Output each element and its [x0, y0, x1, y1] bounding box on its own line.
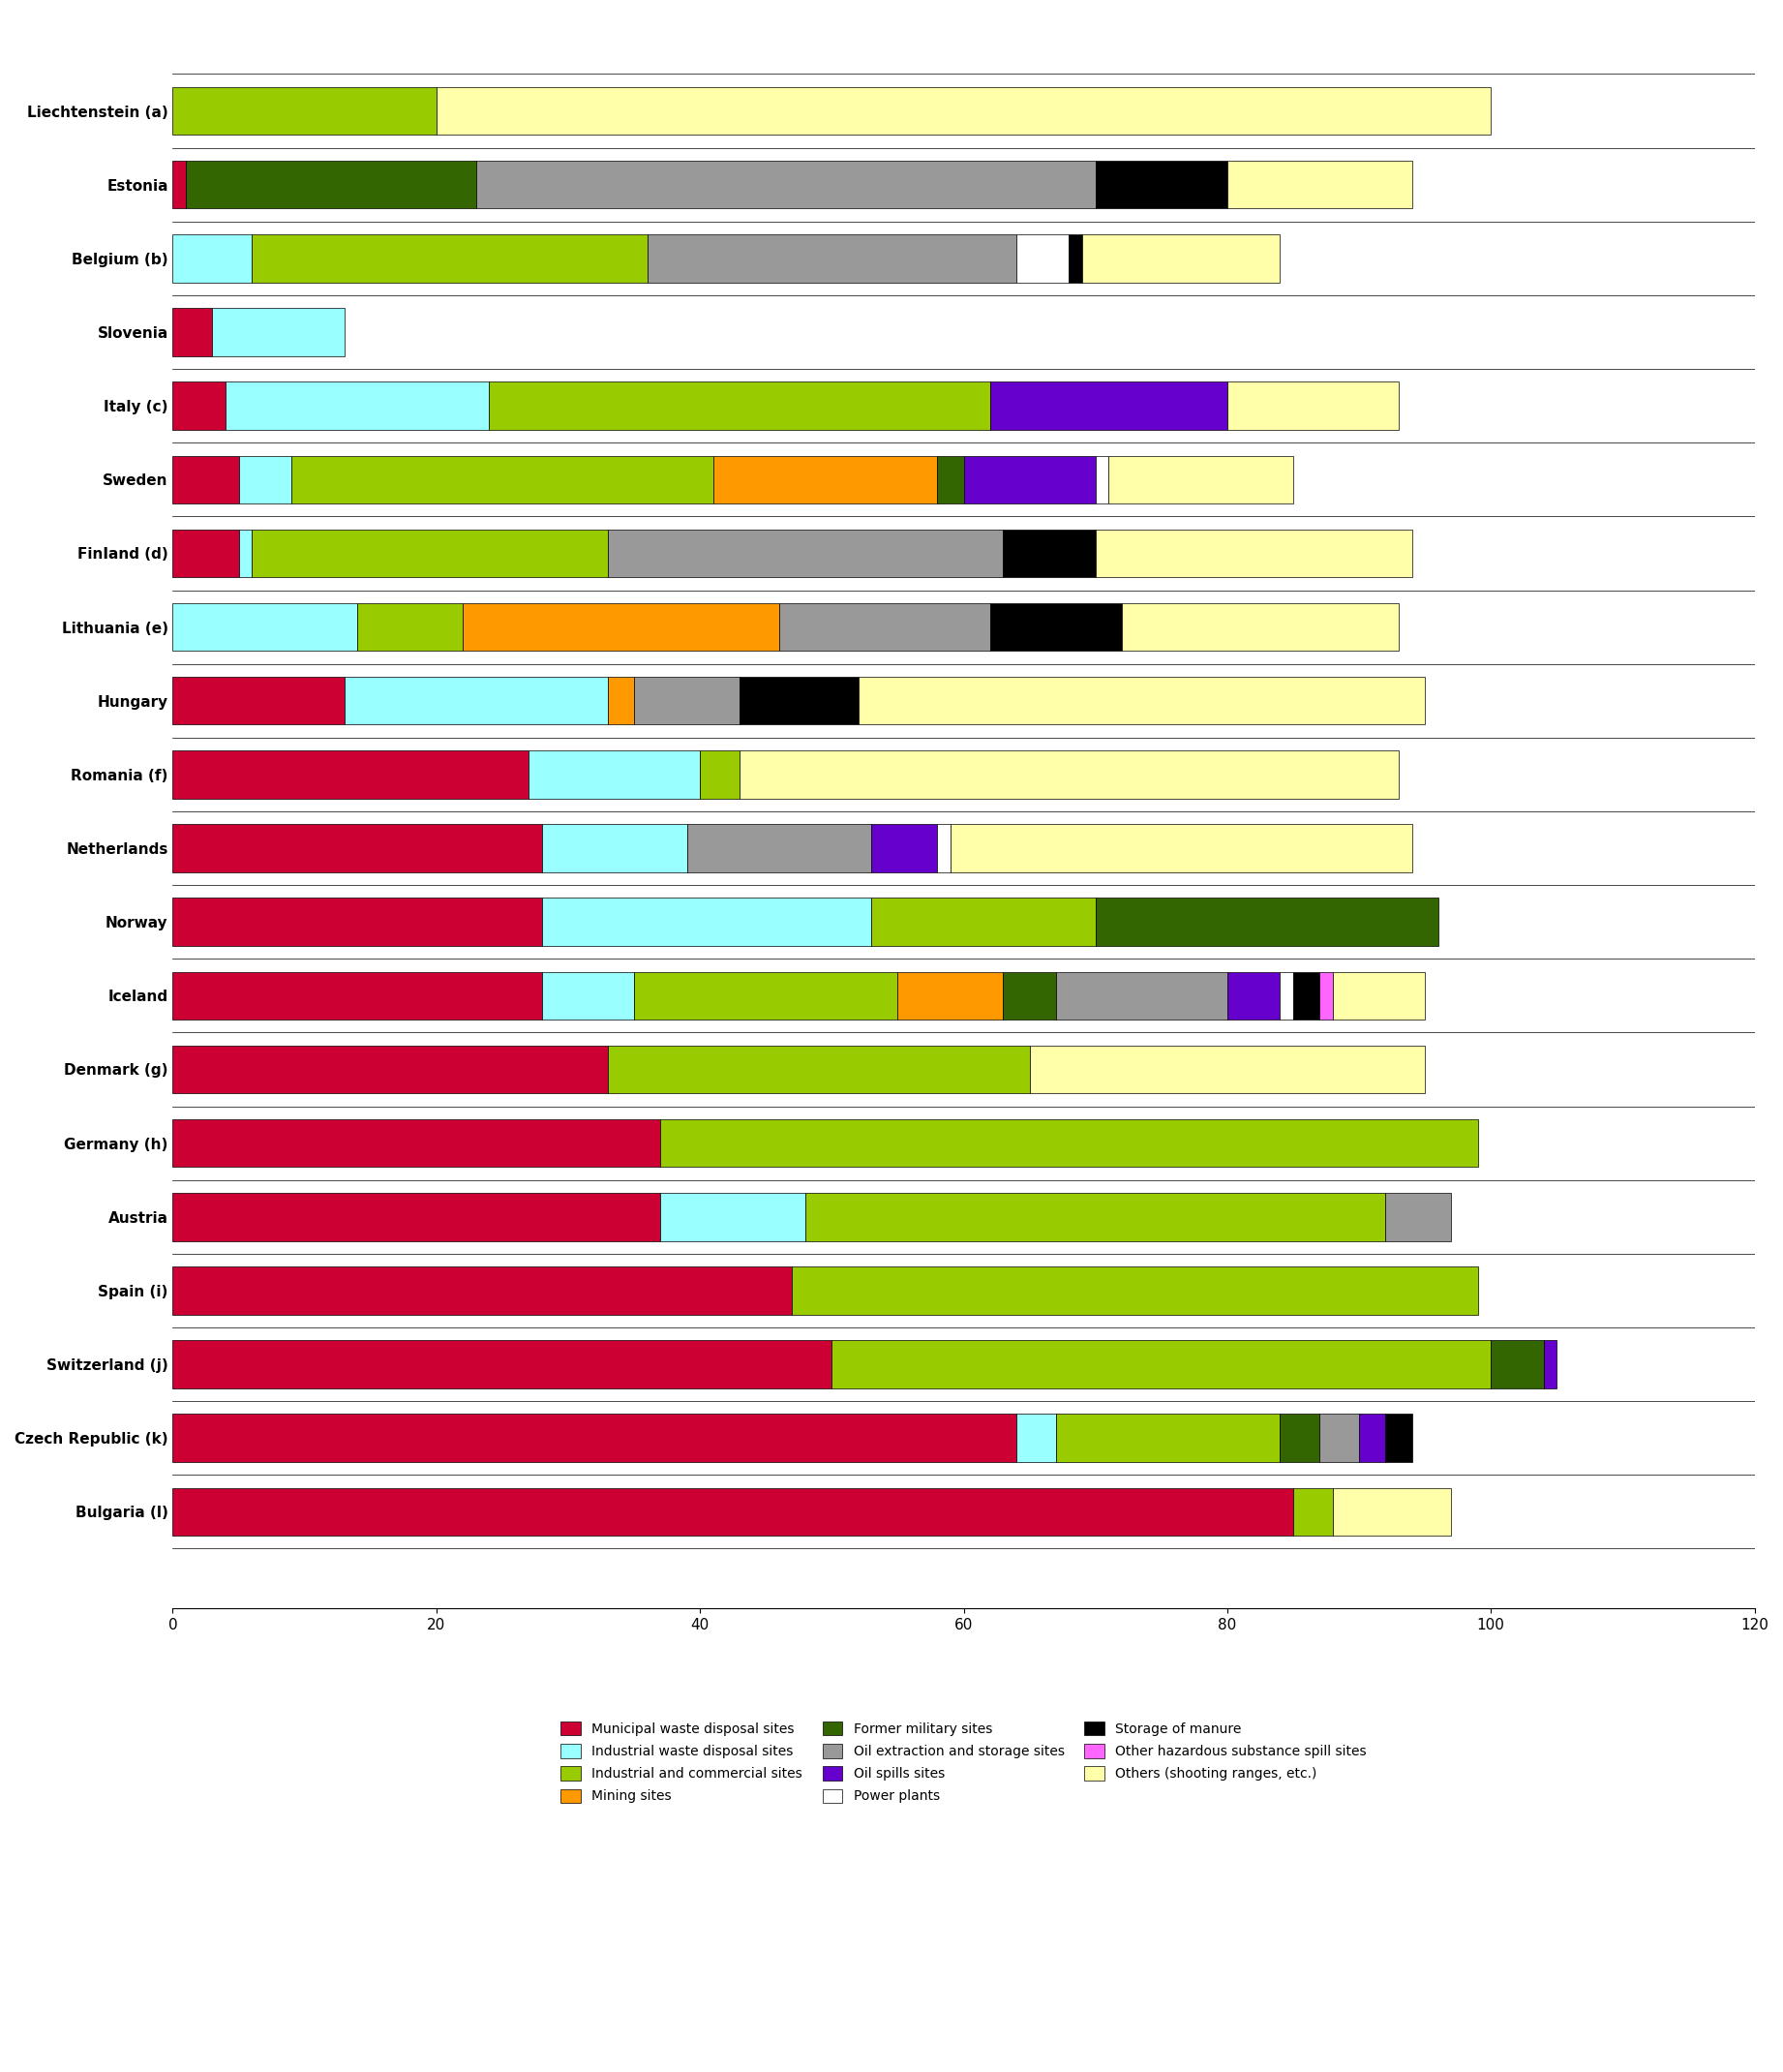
- Bar: [1227, 381, 1398, 429]
- Bar: [608, 1046, 1029, 1094]
- Bar: [872, 897, 1095, 947]
- Bar: [173, 1046, 608, 1094]
- Bar: [1359, 1413, 1385, 1463]
- Bar: [291, 456, 713, 503]
- Bar: [173, 1119, 660, 1167]
- Bar: [938, 825, 950, 872]
- Bar: [897, 972, 1004, 1019]
- Bar: [357, 603, 464, 651]
- Bar: [173, 678, 344, 725]
- Bar: [476, 162, 1095, 209]
- Bar: [806, 1193, 1385, 1241]
- Bar: [173, 162, 185, 209]
- Bar: [542, 897, 872, 947]
- Bar: [1095, 456, 1109, 503]
- Bar: [1056, 972, 1227, 1019]
- Bar: [1004, 972, 1056, 1019]
- Bar: [173, 528, 239, 578]
- Bar: [173, 381, 225, 429]
- Bar: [1016, 234, 1070, 282]
- Bar: [1227, 972, 1280, 1019]
- Bar: [542, 825, 686, 872]
- Bar: [1016, 1413, 1056, 1463]
- Bar: [173, 1413, 1016, 1463]
- Bar: [1319, 1413, 1359, 1463]
- Bar: [990, 603, 1122, 651]
- Bar: [173, 603, 357, 651]
- Bar: [251, 234, 647, 282]
- Bar: [1070, 234, 1082, 282]
- Bar: [686, 825, 872, 872]
- Bar: [660, 1119, 1478, 1167]
- Bar: [173, 825, 542, 872]
- Bar: [212, 309, 344, 356]
- Bar: [963, 456, 1095, 503]
- Bar: [1319, 972, 1332, 1019]
- Bar: [1491, 1341, 1544, 1388]
- Bar: [173, 750, 530, 798]
- Bar: [1385, 1193, 1451, 1241]
- Bar: [1280, 972, 1293, 1019]
- Bar: [173, 1488, 1293, 1535]
- Bar: [950, 825, 1412, 872]
- Bar: [872, 825, 938, 872]
- Bar: [1227, 162, 1412, 209]
- Bar: [173, 1193, 660, 1241]
- Bar: [635, 972, 897, 1019]
- Bar: [239, 528, 251, 578]
- Bar: [740, 750, 1398, 798]
- Bar: [173, 234, 251, 282]
- Bar: [173, 456, 239, 503]
- Bar: [239, 456, 291, 503]
- Bar: [225, 381, 489, 429]
- Bar: [542, 972, 635, 1019]
- Bar: [1056, 1413, 1280, 1463]
- Bar: [1280, 1413, 1319, 1463]
- Bar: [1109, 456, 1293, 503]
- Bar: [1293, 972, 1319, 1019]
- Bar: [858, 678, 1425, 725]
- Bar: [464, 603, 779, 651]
- Bar: [489, 381, 990, 429]
- Bar: [185, 162, 476, 209]
- Bar: [173, 897, 542, 947]
- Bar: [251, 528, 608, 578]
- Bar: [173, 1266, 792, 1314]
- Legend: Municipal waste disposal sites, Industrial waste disposal sites, Industrial and : Municipal waste disposal sites, Industri…: [555, 1716, 1373, 1809]
- Bar: [1385, 1413, 1412, 1463]
- Bar: [173, 309, 212, 356]
- Bar: [1332, 1488, 1451, 1535]
- Bar: [647, 234, 1016, 282]
- Bar: [792, 1266, 1478, 1314]
- Bar: [173, 972, 542, 1019]
- Bar: [1544, 1341, 1557, 1388]
- Bar: [1122, 603, 1398, 651]
- Bar: [1095, 528, 1412, 578]
- Bar: [779, 603, 990, 651]
- Bar: [660, 1193, 806, 1241]
- Bar: [1293, 1488, 1332, 1535]
- Bar: [608, 678, 635, 725]
- Bar: [530, 750, 701, 798]
- Bar: [1095, 897, 1439, 947]
- Bar: [437, 87, 1491, 135]
- Bar: [1029, 1046, 1425, 1094]
- Bar: [938, 456, 963, 503]
- Bar: [833, 1341, 1491, 1388]
- Bar: [1004, 528, 1095, 578]
- Bar: [1332, 972, 1425, 1019]
- Bar: [1082, 234, 1280, 282]
- Bar: [740, 678, 858, 725]
- Bar: [635, 678, 740, 725]
- Bar: [701, 750, 740, 798]
- Bar: [173, 87, 437, 135]
- Bar: [608, 528, 1004, 578]
- Bar: [1095, 162, 1227, 209]
- Bar: [713, 456, 938, 503]
- Bar: [344, 678, 608, 725]
- Bar: [173, 1341, 833, 1388]
- Bar: [990, 381, 1227, 429]
